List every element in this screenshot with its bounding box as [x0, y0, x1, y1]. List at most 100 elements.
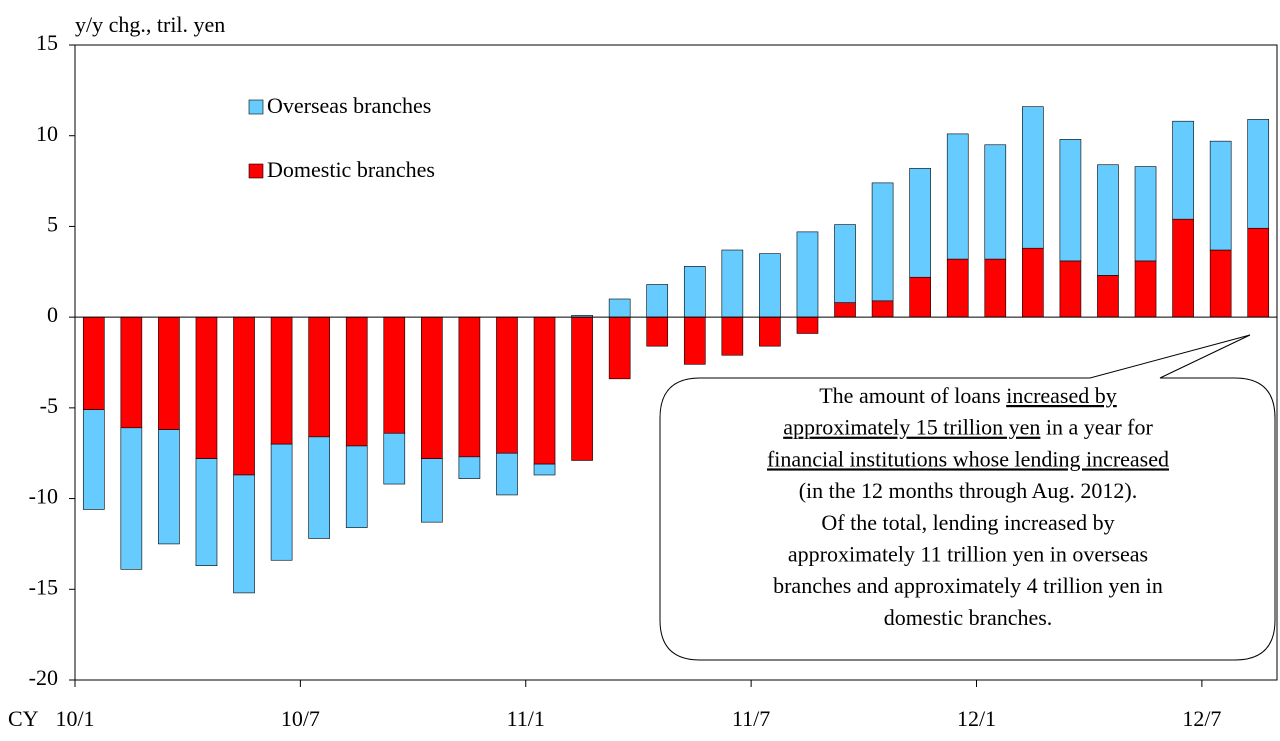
bar: [345, 316, 368, 447]
legend-label: Domestic branches: [267, 157, 435, 182]
bar: [721, 316, 744, 356]
bar: [1059, 260, 1082, 318]
y-tick-label: -5: [40, 393, 58, 418]
bar: [571, 316, 593, 461]
bar: [608, 316, 631, 380]
y-tick-label: -20: [29, 665, 58, 690]
bar: [1209, 249, 1232, 318]
y-axis-label: y/y chg., tril. yen: [75, 12, 225, 37]
bar: [82, 409, 105, 510]
bar: [683, 266, 706, 318]
bar: [421, 316, 443, 459]
bar: [308, 436, 330, 539]
bar: [759, 253, 781, 318]
x-tick-label: 11/7: [732, 706, 770, 731]
bar: [1134, 260, 1157, 318]
bar: [533, 316, 556, 465]
bar: [909, 168, 931, 278]
annotation-line: approximately 15 trillion yen in a year …: [783, 415, 1153, 440]
x-tick-label: 12/7: [1182, 706, 1221, 731]
bar: [984, 258, 1007, 318]
bar: [345, 445, 368, 528]
y-tick-label: -15: [29, 574, 58, 599]
annotation-text: The amount of loans: [819, 383, 1006, 408]
bar: [270, 443, 293, 561]
bar: [195, 458, 218, 566]
bar: [383, 432, 406, 485]
x-prefix: CY: [8, 706, 39, 731]
annotation-text: in a year for: [1040, 415, 1153, 440]
bar: [909, 276, 931, 318]
bar: [796, 316, 819, 334]
bar: [759, 316, 781, 347]
bar: [1097, 164, 1119, 276]
annotation-line: (in the 12 months through Aug. 2012).: [799, 478, 1138, 503]
bar: [233, 316, 255, 476]
bar: [533, 463, 556, 476]
annotation-line: branches and approximately 4 trillion ye…: [773, 573, 1163, 598]
legend-swatch: [248, 99, 264, 115]
callout-box: [659, 334, 1276, 661]
bar: [421, 458, 443, 523]
y-tick-label: 5: [47, 211, 58, 236]
plot-frame: [74, 44, 1278, 681]
bar: [120, 316, 143, 429]
annotation-line: Of the total, lending increased by: [821, 510, 1114, 535]
bar: [1172, 120, 1194, 220]
annotation-text: financial institutions whose lending inc…: [767, 446, 1169, 471]
bar: [1059, 139, 1082, 262]
bar: [646, 316, 669, 347]
bar: [1247, 227, 1270, 318]
x-tick-label: 10/1: [55, 706, 94, 731]
bar: [82, 316, 105, 410]
y-tick-label: 10: [36, 121, 58, 146]
bar: [496, 316, 518, 454]
bar: [120, 427, 143, 570]
annotation-text: domestic branches.: [884, 605, 1053, 630]
bar: [195, 316, 218, 459]
y-tick-label: 15: [36, 30, 58, 55]
bar: [496, 452, 518, 496]
legend-swatch: [248, 163, 264, 179]
annotation-text: increased by: [1006, 383, 1117, 408]
bar: [1022, 106, 1044, 249]
annotation-text: (in the 12 months through Aug. 2012).: [799, 478, 1138, 503]
bar: [984, 144, 1007, 260]
bar: [834, 224, 856, 303]
annotation-line: domestic branches.: [884, 605, 1053, 630]
annotation-line: approximately 11 trillion yen in oversea…: [788, 542, 1148, 567]
x-tick-label: 12/1: [957, 706, 996, 731]
bar: [158, 429, 180, 545]
bar: [383, 316, 406, 434]
bar: [1172, 218, 1194, 318]
annotation-text: approximately 15 trillion yen: [783, 415, 1040, 440]
bar: [946, 133, 969, 260]
bar: [871, 300, 894, 318]
bar: [946, 258, 969, 318]
bar: [683, 316, 706, 365]
annotation-text: branches and approximately 4 trillion ye…: [773, 573, 1163, 598]
bar: [1247, 119, 1270, 229]
bar: [1134, 166, 1157, 262]
bar: [834, 302, 856, 318]
bar: [158, 316, 180, 430]
bar: [270, 316, 293, 445]
bar: [233, 474, 255, 594]
bar: [458, 316, 481, 458]
annotation-line: financial institutions whose lending inc…: [767, 446, 1169, 471]
bar: [1097, 275, 1119, 318]
bar: [1022, 247, 1044, 318]
annotation-line: The amount of loans increased by: [819, 383, 1117, 408]
bar: [871, 182, 894, 302]
bar: [1209, 140, 1232, 251]
bar: [796, 231, 819, 318]
x-tick-label: 11/1: [507, 706, 545, 731]
annotation-text: Of the total, lending increased by: [821, 510, 1114, 535]
bar: [721, 249, 744, 318]
x-tick-label: 10/7: [281, 706, 320, 731]
bar: [608, 298, 631, 318]
bar: [458, 456, 481, 479]
y-tick-label: -10: [29, 484, 58, 509]
